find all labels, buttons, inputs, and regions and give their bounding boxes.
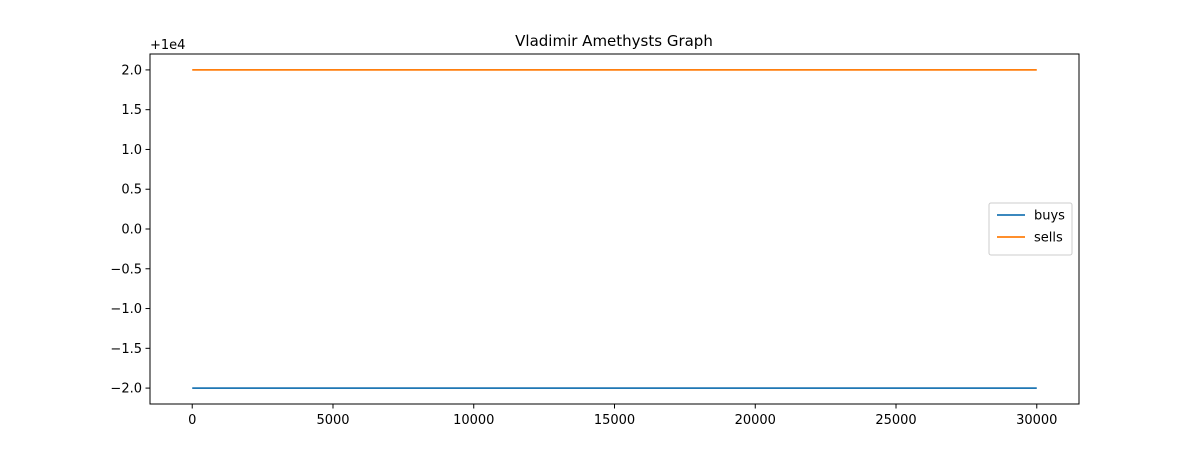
y-axis: 2.0 1.5 1.0 0.5 0.0 −0.5 −1.0 −1.5 −2.0 [110,63,150,397]
x-axis: 0 5000 10000 15000 20000 25000 30000 [188,404,1057,428]
x-tick-label: 30000 [1016,413,1057,428]
y-tick-label: 0.5 [121,183,142,198]
x-tick-label: 10000 [453,413,494,428]
chart-title: Vladimir Amethysts Graph [515,32,713,50]
x-tick-label: 5000 [316,413,349,428]
x-tick-label: 0 [188,413,196,428]
series-layer [192,69,1037,389]
x-tick-label: 25000 [875,413,916,428]
legend: buys sells [988,202,1073,256]
y-tick-label: −1.5 [110,342,142,357]
y-tick-label: −0.5 [110,262,142,277]
y-offset-label: +1e4 [150,38,185,53]
y-tick-label: −1.0 [110,302,142,317]
plot-frame [149,53,1080,405]
y-tick-label: 0.0 [121,223,142,238]
x-tick-label: 15000 [594,413,635,428]
y-tick-label: 1.0 [121,143,142,158]
x-tick-label: 20000 [735,413,776,428]
legend-label-buys: buys [1034,209,1065,224]
legend-label-sells: sells [1034,231,1063,246]
legend-box [988,202,1073,256]
y-tick-label: −2.0 [110,382,142,397]
y-tick-label: 2.0 [121,63,142,78]
y-tick-label: 1.5 [121,103,142,118]
